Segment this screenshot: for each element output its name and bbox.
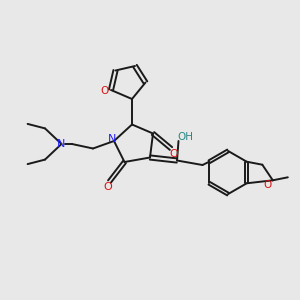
Text: O: O: [263, 180, 272, 190]
Text: N: N: [108, 134, 117, 145]
Text: O: O: [169, 149, 178, 159]
Text: OH: OH: [177, 132, 193, 142]
Text: O: O: [100, 86, 109, 97]
Text: N: N: [57, 139, 66, 149]
Text: O: O: [103, 182, 112, 193]
